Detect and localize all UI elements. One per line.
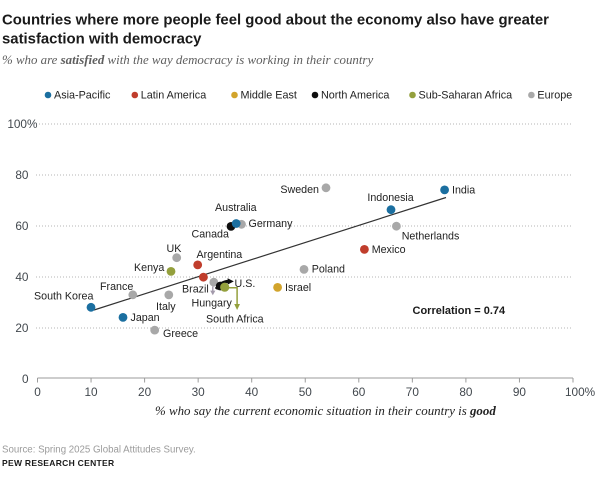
svg-text:Sweden: Sweden: [280, 184, 319, 196]
svg-text:30: 30: [192, 385, 206, 399]
svg-text:80: 80: [15, 168, 29, 182]
svg-text:20: 20: [138, 385, 152, 399]
svg-text:Japan: Japan: [131, 312, 160, 324]
svg-text:Countries where more people fe: Countries where more people feel good ab…: [2, 13, 549, 29]
svg-text:60: 60: [352, 385, 366, 399]
svg-text:0: 0: [34, 385, 41, 399]
svg-text:60: 60: [15, 219, 29, 233]
svg-text:U.S.: U.S.: [235, 278, 256, 290]
svg-text:Netherlands: Netherlands: [402, 231, 460, 243]
svg-text:Mexico: Mexico: [372, 244, 406, 256]
svg-text:South Africa: South Africa: [206, 314, 264, 326]
svg-text:Source: Spring 2025 Global Att: Source: Spring 2025 Global Attitudes Sur…: [2, 445, 196, 456]
svg-text:Australia: Australia: [215, 202, 257, 214]
svg-text:Germany: Germany: [249, 218, 294, 230]
svg-text:Argentina: Argentina: [197, 249, 243, 261]
svg-text:100%: 100%: [7, 117, 38, 131]
svg-text:Europe: Europe: [537, 90, 572, 102]
svg-text:Canada: Canada: [192, 229, 229, 241]
svg-text:South Korea: South Korea: [34, 291, 93, 303]
svg-text:India: India: [452, 185, 475, 197]
svg-text:Poland: Poland: [312, 264, 345, 276]
svg-text:Italy: Italy: [156, 301, 176, 313]
svg-text:Indonesia: Indonesia: [367, 192, 413, 204]
svg-text:90: 90: [513, 385, 527, 399]
svg-text:PEW RESEARCH CENTER: PEW RESEARCH CENTER: [2, 458, 114, 468]
svg-text:Latin America: Latin America: [141, 90, 206, 102]
svg-text:100%: 100%: [565, 385, 596, 399]
svg-text:Sub-Saharan Africa: Sub-Saharan Africa: [419, 90, 513, 102]
svg-text:Brazil: Brazil: [182, 284, 209, 296]
svg-text:Asia-Pacific: Asia-Pacific: [54, 90, 111, 102]
svg-text:10: 10: [84, 385, 98, 399]
svg-text:0: 0: [22, 372, 29, 386]
svg-text:70: 70: [406, 385, 420, 399]
svg-text:North America: North America: [321, 90, 389, 102]
svg-text:Israel: Israel: [285, 282, 311, 294]
svg-text:Middle East: Middle East: [241, 90, 297, 102]
svg-text:Kenya: Kenya: [134, 262, 164, 274]
svg-text:Hungary: Hungary: [192, 298, 233, 310]
svg-text:50: 50: [299, 385, 313, 399]
svg-text:80: 80: [459, 385, 473, 399]
svg-text:France: France: [100, 281, 133, 293]
svg-text:20: 20: [15, 321, 29, 335]
svg-text:Greece: Greece: [163, 328, 198, 340]
svg-text:Correlation = 0.74: Correlation = 0.74: [413, 305, 507, 317]
svg-text:40: 40: [15, 270, 29, 284]
svg-text:% who say the current economic: % who say the current economic situation…: [155, 404, 496, 418]
svg-text:% who are satisfied with the w: % who are satisfied with the way democra…: [2, 53, 373, 67]
svg-text:40: 40: [245, 385, 259, 399]
svg-text:satisfaction with democracy: satisfaction with democracy: [2, 32, 202, 48]
svg-text:UK: UK: [167, 243, 183, 255]
